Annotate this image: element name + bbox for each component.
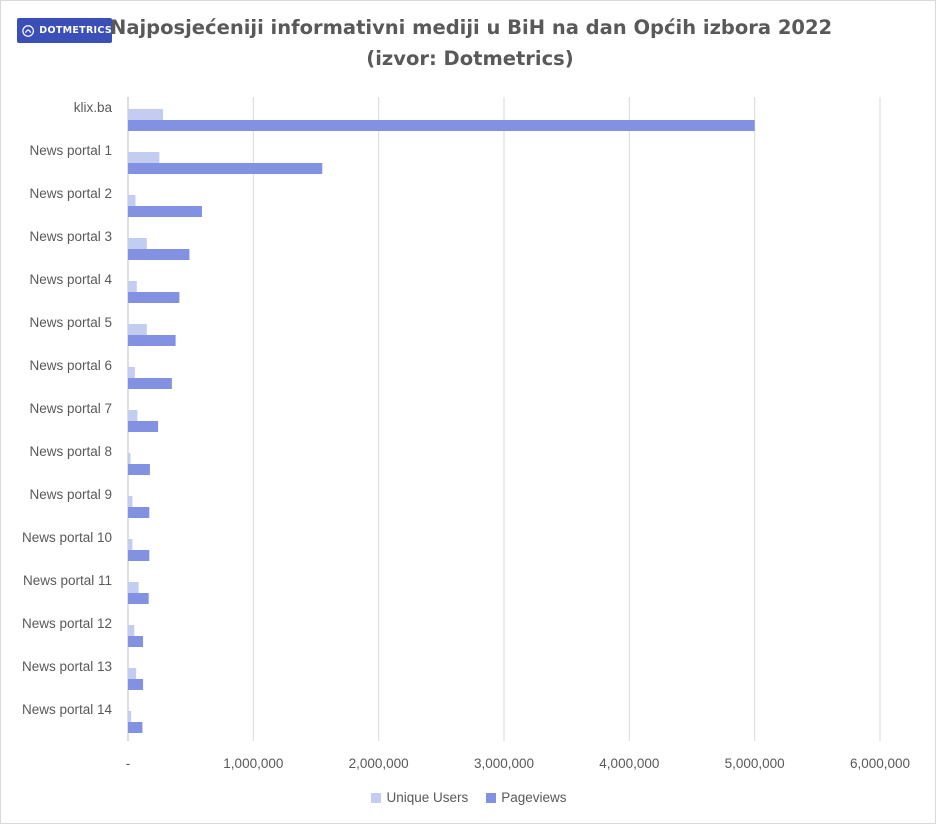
- bar-pageviews: [128, 206, 202, 217]
- bar-unique-users: [128, 281, 137, 292]
- x-tick-label: -: [126, 756, 131, 771]
- category-label: News portal 11: [23, 573, 112, 588]
- bar-unique-users: [128, 496, 133, 507]
- bar-unique-users: [128, 367, 135, 378]
- logo-text: DOTMETRICS: [39, 25, 112, 36]
- dotmetrics-logo-icon: [22, 24, 35, 37]
- category-label: News portal 6: [29, 358, 112, 373]
- legend-swatch-pageviews: [486, 792, 497, 803]
- bar-unique-users: [128, 625, 135, 636]
- category-label: News portal 12: [22, 616, 112, 631]
- bar-unique-users: [128, 152, 160, 163]
- bar-pageviews: [128, 378, 172, 389]
- bar-pageviews: [128, 464, 150, 475]
- bar-unique-users: [128, 582, 139, 593]
- bar-unique-users: [128, 410, 138, 421]
- x-tick-label: 5,000,000: [725, 756, 785, 771]
- category-label: News portal 5: [29, 315, 112, 330]
- bar-pageviews: [128, 550, 150, 561]
- bar-pageviews: [128, 292, 180, 303]
- category-label: News portal 1: [29, 143, 112, 158]
- bar-unique-users: [128, 668, 137, 679]
- chart-title: Najposjećeniji informativni mediji u BiH…: [110, 16, 833, 39]
- bar-unique-users: [128, 453, 131, 464]
- bar-pageviews: [128, 507, 150, 518]
- chart-title-block: Najposjećeniji informativni mediji u BiH…: [110, 12, 833, 74]
- bar-pageviews: [128, 722, 143, 733]
- legend-swatch-unique-users: [371, 792, 382, 803]
- category-label: News portal 2: [29, 186, 112, 201]
- legend-label-pageviews: Pageviews: [501, 790, 567, 805]
- bar-pageviews: [128, 593, 149, 604]
- category-label: News portal 4: [29, 272, 112, 287]
- x-tick-label: 1,000,000: [223, 756, 283, 771]
- bar-pageviews: [128, 335, 176, 346]
- dotmetrics-logo: DOTMETRICS: [17, 18, 112, 43]
- chart-legend: Unique Users Pageviews: [0, 790, 938, 805]
- category-label: News portal 14: [22, 702, 113, 717]
- bar-pageviews: [128, 421, 159, 432]
- bar-unique-users: [128, 324, 147, 335]
- x-tick-label: 3,000,000: [474, 756, 534, 771]
- x-tick-label: 2,000,000: [349, 756, 409, 771]
- bar-pageviews: [128, 679, 144, 690]
- legend-item-unique-users: Unique Users: [371, 790, 468, 805]
- x-tick-label: 4,000,000: [599, 756, 659, 771]
- x-tick-label: 6,000,000: [850, 756, 910, 771]
- legend-label-unique-users: Unique Users: [386, 790, 469, 805]
- bar-pageviews: [128, 120, 755, 131]
- chart-subtitle: (izvor: Dotmetrics): [366, 47, 574, 70]
- bar-unique-users: [128, 195, 136, 206]
- category-label: klix.ba: [74, 100, 113, 115]
- category-label: News portal 9: [29, 487, 112, 502]
- bar-pageviews: [128, 249, 190, 260]
- bar-unique-users: [128, 238, 147, 249]
- category-label: News portal 7: [29, 401, 112, 416]
- category-label: News portal 3: [29, 229, 112, 244]
- category-label: News portal 13: [22, 659, 112, 674]
- category-label: News portal 8: [29, 444, 112, 459]
- bar-pageviews: [128, 163, 323, 174]
- bar-unique-users: [128, 539, 133, 550]
- bar-unique-users: [128, 109, 164, 120]
- legend-item-pageviews: Pageviews: [486, 790, 567, 805]
- bar-pageviews: [128, 636, 144, 647]
- bar-unique-users: [128, 711, 132, 722]
- category-label: News portal 10: [22, 530, 112, 545]
